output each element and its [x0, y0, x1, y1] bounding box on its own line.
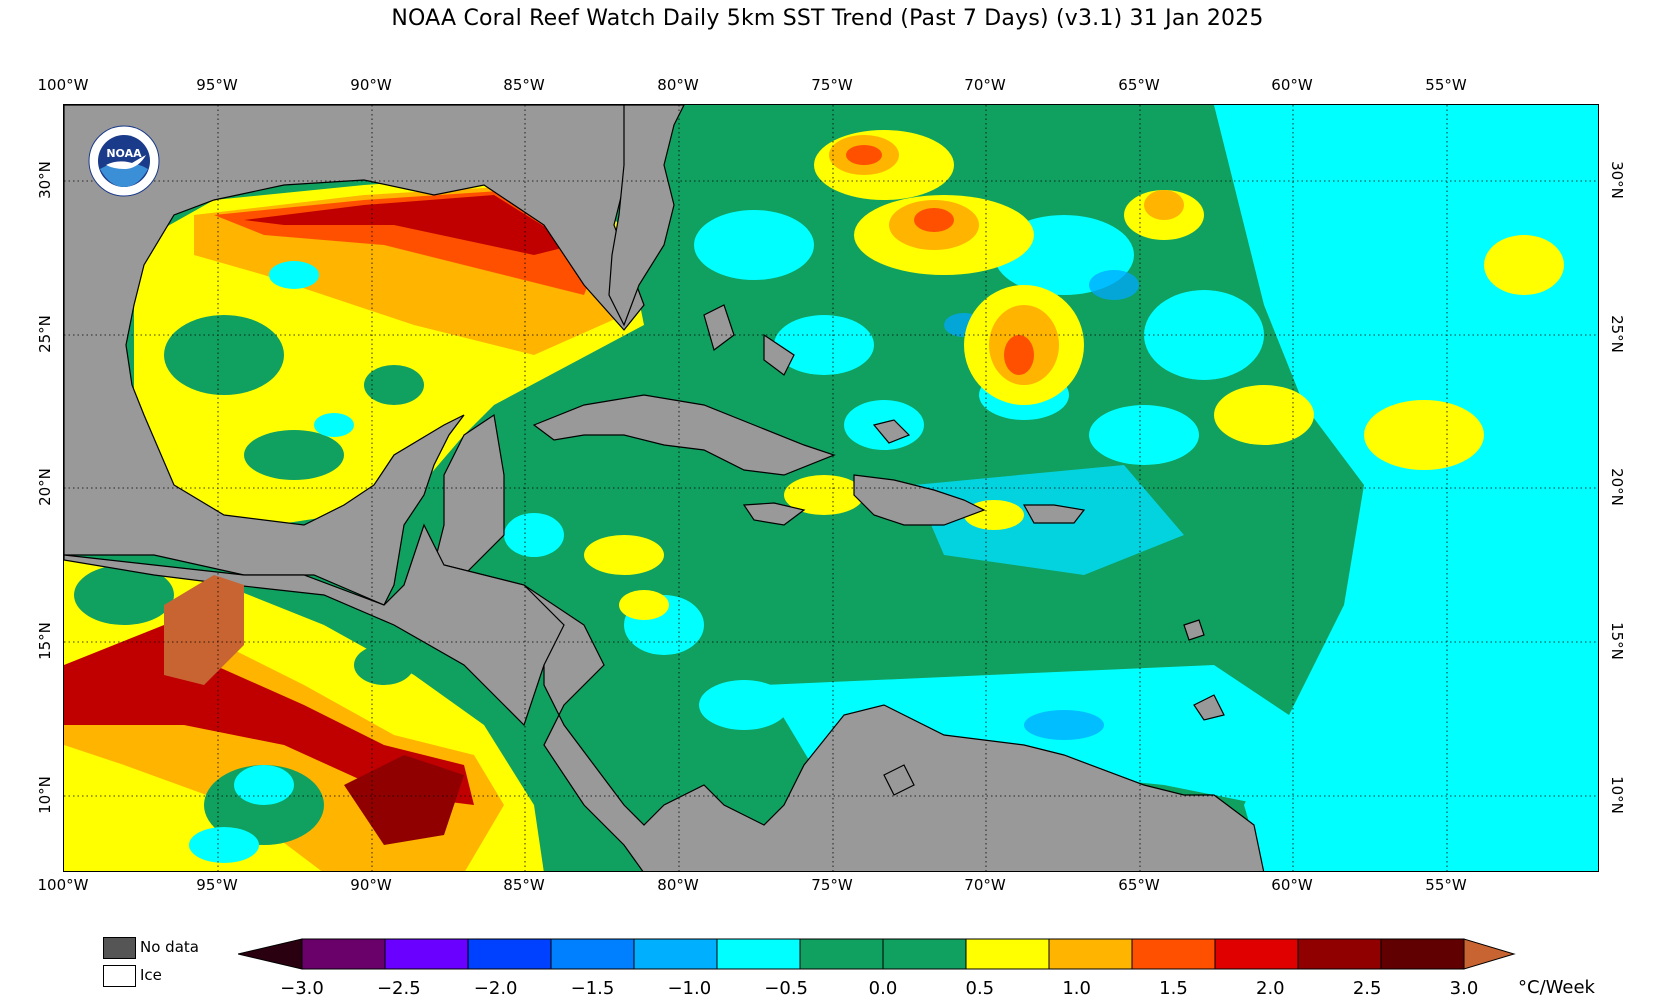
colorbar-segment — [799, 938, 884, 970]
lon-label-top: 75°W — [811, 76, 853, 94]
lat-label-left: 15°N — [36, 622, 54, 660]
lon-label-bottom: 85°W — [503, 876, 545, 894]
lon-label-top: 95°W — [196, 76, 238, 94]
colorbar-tick-label: 0.0 — [868, 978, 898, 999]
colorbar-segment — [550, 938, 635, 970]
colorbar-tick-label: −0.5 — [764, 978, 809, 999]
colorbar-segment — [965, 938, 1050, 970]
colorbar-tick-label: −3.0 — [280, 978, 324, 999]
colorbar-segment — [1380, 938, 1465, 970]
lon-label-top: 100°W — [37, 76, 89, 94]
colorbar-tick-label: 1.5 — [1159, 978, 1188, 999]
lat-label-right: 10°N — [1608, 776, 1626, 814]
colorbar-under-triangle — [238, 938, 303, 970]
colorbar — [238, 938, 1516, 970]
colorbar-tick-label: −2.0 — [473, 978, 518, 999]
colorbar-segment — [301, 938, 386, 970]
lat-label-right: 25°N — [1608, 315, 1626, 353]
lon-label-bottom: 90°W — [350, 876, 392, 894]
colorbar-segment — [716, 938, 801, 970]
colorbar-segment — [1048, 938, 1133, 970]
noaa-logo-text: NOAA — [106, 147, 142, 160]
over-range-area — [164, 575, 244, 685]
lon-label-bottom: 70°W — [964, 876, 1006, 894]
lon-label-top: 90°W — [350, 76, 392, 94]
lat-label-right: 20°N — [1608, 468, 1626, 506]
lon-label-bottom: 80°W — [657, 876, 699, 894]
lon-label-bottom: 95°W — [196, 876, 238, 894]
map-title: NOAA Coral Reef Watch Daily 5km SST Tren… — [391, 6, 1264, 31]
colorbar-unit: °C/Week — [1518, 977, 1595, 998]
lon-label-top: 85°W — [503, 76, 545, 94]
lat-label-right: 30°N — [1608, 161, 1626, 199]
lon-label-top: 55°W — [1425, 76, 1467, 94]
colorbar-segment — [882, 938, 967, 970]
pacific-cool-patches — [189, 765, 294, 863]
colorbar-tick-label: −2.5 — [376, 978, 421, 999]
lon-label-top: 70°W — [964, 76, 1006, 94]
gulf-neutral-patches — [164, 315, 424, 480]
lat-label-left: 20°N — [36, 468, 54, 506]
colorbar-tick-label: 3.0 — [1449, 978, 1479, 999]
sst-trend-map: NOAA — [63, 104, 1599, 872]
ice-swatch — [103, 965, 136, 987]
noaa-logo: NOAA — [88, 125, 160, 197]
ice-label: Ice — [140, 966, 162, 984]
lon-label-bottom: 75°W — [811, 876, 853, 894]
colorbar-tick-label: 2.0 — [1256, 978, 1285, 999]
colorbar-segment — [1297, 938, 1382, 970]
lon-label-bottom: 65°W — [1118, 876, 1160, 894]
colorbar-tick-label: −1.0 — [667, 978, 712, 999]
colorbar-segment — [467, 938, 552, 970]
colorbar-over-triangle — [1463, 938, 1516, 970]
lat-label-left: 25°N — [36, 315, 54, 353]
lat-label-left: 10°N — [36, 776, 54, 814]
colorbar-tick-label: 2.5 — [1352, 978, 1382, 999]
no-data-label: No data — [140, 938, 199, 956]
colorbar-segment — [1214, 938, 1299, 970]
colorbar-segment — [633, 938, 718, 970]
colorbar-tick-label: 0.5 — [965, 978, 995, 999]
lon-label-bottom: 100°W — [37, 876, 89, 894]
lon-label-top: 80°W — [657, 76, 699, 94]
lat-label-right: 15°N — [1608, 622, 1626, 660]
warm-anomalies-strong — [846, 145, 1034, 375]
pacific-warm-core — [344, 755, 464, 845]
lon-label-top: 65°W — [1118, 76, 1160, 94]
gridlines — [64, 105, 1598, 871]
gulf-warm-core — [244, 195, 574, 255]
no-data-swatch — [103, 937, 136, 959]
colorbar-tick-label: 1.0 — [1062, 978, 1091, 999]
lon-label-bottom: 55°W — [1425, 876, 1467, 894]
gulf-cool-patches — [269, 261, 354, 437]
colorbar-segment — [384, 938, 469, 970]
lon-label-top: 60°W — [1271, 76, 1313, 94]
lon-label-bottom: 60°W — [1271, 876, 1313, 894]
colorbar-tick-label: −1.5 — [570, 978, 615, 999]
lat-label-left: 30°N — [36, 161, 54, 199]
colorbar-segment — [1131, 938, 1216, 970]
